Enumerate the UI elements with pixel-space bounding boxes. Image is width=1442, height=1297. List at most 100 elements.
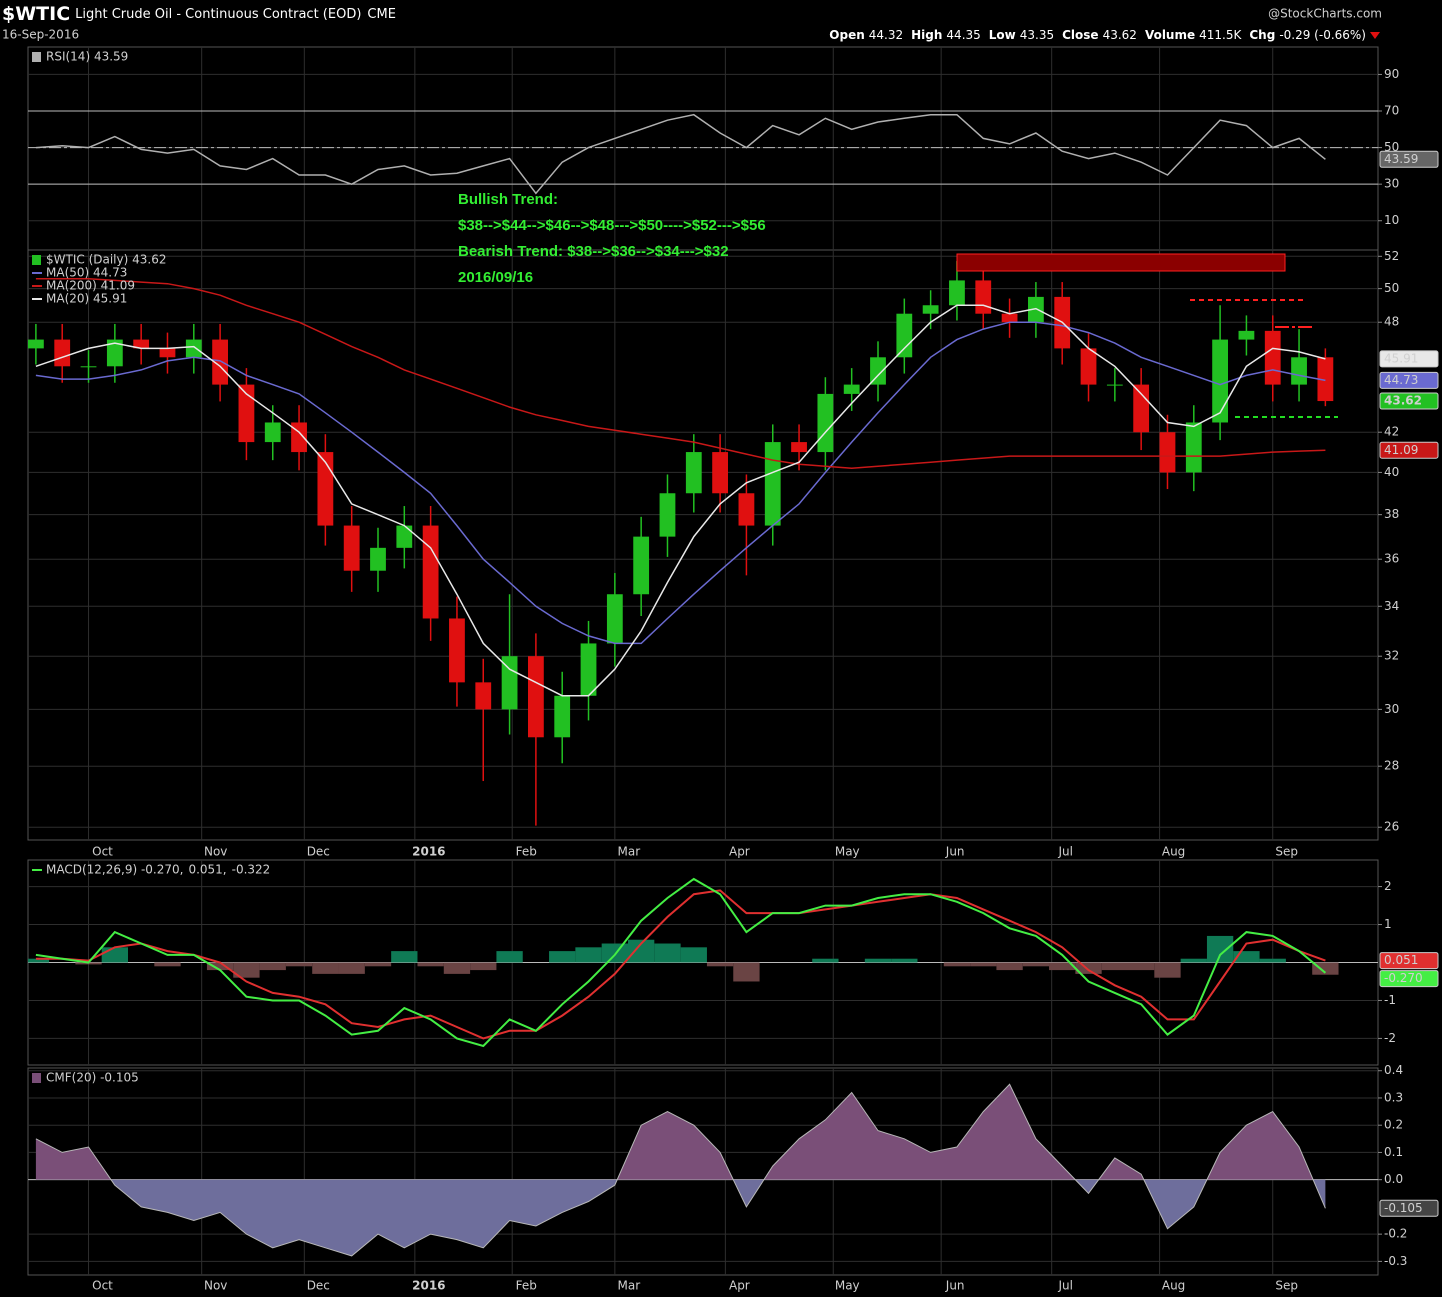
histogram-bar: [1154, 962, 1181, 978]
quote-value: 411.5K: [1199, 28, 1242, 42]
panel-frame: [27, 46, 1379, 251]
quote-label: Low: [989, 28, 1016, 42]
x-tick-label: Oct: [92, 845, 113, 859]
y-tick-label: 48: [1384, 315, 1399, 329]
candle-body: [633, 536, 650, 595]
candle-body: [1185, 422, 1202, 473]
line: [35, 321, 1326, 645]
legend-swatch: [32, 255, 41, 265]
plot-area: [35, 1083, 1326, 1257]
annotation: Bearish Trend: $38-->$36-->$34--->$32: [458, 243, 729, 260]
y-tick-label: -1: [1384, 993, 1396, 1007]
histogram-bar: [706, 962, 734, 967]
candle-body: [1133, 384, 1150, 433]
area-positive: [35, 1084, 1326, 1180]
annotation: $38-->$44-->$46-->$48--->$50---->$52--->…: [458, 217, 766, 234]
histogram-bar: [733, 962, 760, 982]
end-tag-label: 43.59: [1384, 152, 1418, 166]
line: [35, 278, 1326, 470]
end-tag: [1379, 371, 1439, 389]
histogram-bar: [891, 958, 918, 963]
quote-value: 44.35: [946, 28, 980, 42]
candle-body: [659, 493, 676, 537]
candle-body: [580, 643, 597, 696]
y-tick-label: 32: [1384, 649, 1399, 663]
x-tick-label: Oct: [92, 1279, 113, 1293]
candle-body: [317, 452, 334, 526]
histogram-bar: [206, 962, 234, 971]
y-tick-label: 50: [1384, 281, 1399, 295]
histogram-bar: [601, 943, 628, 963]
candle-body: [370, 547, 386, 571]
x-tick-label: Dec: [307, 845, 330, 859]
histogram-bar: [996, 962, 1023, 971]
x-tick-label: Nov: [204, 1279, 227, 1293]
quote-label: Open: [829, 28, 864, 42]
end-tag-label: 43.62: [1384, 394, 1422, 408]
candle-body: [896, 313, 913, 358]
y-tick-label: 26: [1384, 820, 1399, 834]
date: 16-Sep-2016: [2, 28, 79, 42]
candle-body: [238, 384, 255, 443]
candle-body: [54, 339, 71, 367]
candle-body: [28, 339, 44, 349]
x-tick-label: Dec: [307, 1279, 330, 1293]
histogram-bar: [233, 962, 260, 978]
x-tick-label: Jun: [945, 845, 965, 859]
candle-body: [106, 339, 123, 367]
x-tick-label: Mar: [618, 845, 641, 859]
candle-body: [1159, 432, 1176, 473]
legend-label: CMF(20) -0.105: [46, 1071, 139, 1085]
y-tick-label: 0.2: [1384, 1118, 1403, 1132]
end-tag-label: 44.73: [1384, 373, 1418, 387]
candle-body: [1264, 330, 1281, 385]
area-line: [35, 1083, 1326, 1257]
annotation: 2016/09/16: [458, 269, 533, 286]
end-tag: [1379, 1199, 1439, 1217]
end-tag-label: 45.91: [1384, 351, 1418, 365]
y-tick-label: -0.2: [1384, 1227, 1407, 1241]
histogram-bar: [101, 947, 128, 963]
candle-body: [764, 442, 781, 526]
quote: Open 44.32 High 44.35 Low 43.35 Close 43.62 Volu…: [829, 28, 1366, 42]
candle-body: [1001, 313, 1018, 323]
quote-label: High: [911, 28, 942, 42]
histogram-bar: [575, 947, 602, 963]
histogram-bar: [943, 962, 971, 967]
x-tick-label: 2016: [412, 1279, 445, 1293]
panel-frame: [27, 249, 1379, 841]
end-tag: [1379, 952, 1439, 970]
candle-body: [1212, 339, 1228, 423]
instrument-name: Light Crude Oil - Continuous Contract (E…: [75, 7, 361, 22]
end-tag-label: -0.270: [1384, 971, 1423, 985]
histogram-bar: [338, 962, 365, 974]
end-tag-label: 41.09: [1384, 443, 1418, 457]
x-tick-label: May: [835, 845, 860, 859]
histogram-bar: [549, 951, 576, 963]
histogram-bar: [1206, 935, 1234, 963]
candle-body: [949, 280, 965, 306]
line: [35, 877, 1327, 1048]
end-tag-label: -0.105: [1384, 1201, 1423, 1215]
y-tick-label: 30: [1384, 702, 1399, 716]
y-tick-label: -2: [1384, 1031, 1396, 1045]
candle-body: [606, 594, 623, 644]
source: @StockCharts.com: [1268, 7, 1382, 21]
candle-body: [396, 525, 413, 548]
legend-label: MA(200) 41.09: [46, 279, 135, 293]
end-tag: [1379, 392, 1439, 410]
line: [35, 304, 1326, 697]
x-tick-label: Feb: [516, 845, 537, 859]
y-tick-label: 50: [1384, 140, 1399, 154]
y-tick-label: 70: [1384, 104, 1399, 118]
histogram-bar: [417, 962, 444, 967]
x-tick-label: Apr: [729, 845, 750, 859]
quote-value: 43.62: [1103, 28, 1137, 42]
candle-body: [922, 305, 939, 314]
x-tick-label: Nov: [204, 845, 227, 859]
x-tick-label: Sep: [1275, 1279, 1298, 1293]
y-tick-label: 36: [1384, 552, 1399, 566]
histogram-bar: [1259, 958, 1286, 963]
quote-value: 43.35: [1020, 28, 1054, 42]
histogram-bar: [154, 962, 181, 967]
